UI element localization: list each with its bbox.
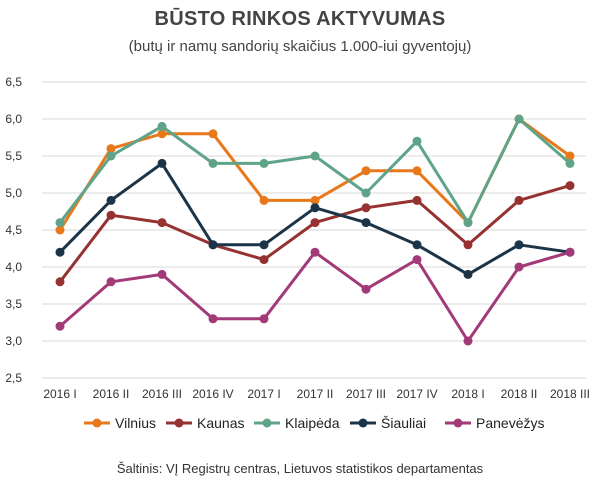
data-point (361, 284, 371, 294)
chart-subtitle: (butų ir namų sandorių skaičius 1.000-iu… (128, 38, 472, 55)
data-point (157, 158, 167, 168)
chart-title: BŪSTO RINKOS AKTYVUMAS (154, 8, 446, 30)
legend-label: Vilnius (115, 415, 156, 431)
data-point (565, 247, 575, 257)
y-tick-label: 5,5 (5, 149, 22, 163)
data-point (157, 218, 167, 228)
x-tick-label: 2017 I (247, 387, 280, 401)
data-point (157, 269, 167, 279)
data-point (259, 240, 269, 250)
data-point (55, 277, 65, 287)
data-point (412, 240, 422, 250)
data-point (106, 144, 116, 154)
data-point (463, 269, 473, 279)
data-point (514, 195, 524, 205)
legend-label: Kaunas (197, 415, 244, 431)
data-point (361, 166, 371, 176)
legend-swatch-marker (262, 418, 272, 428)
y-tick-label: 3,5 (5, 297, 22, 311)
x-tick-label: 2016 III (142, 387, 182, 401)
data-point (259, 314, 269, 324)
x-tick-label: 2017 III (346, 387, 386, 401)
legend-swatch-marker (174, 418, 184, 428)
x-tick-label: 2018 II (501, 387, 538, 401)
data-point (310, 247, 320, 257)
data-point (514, 114, 524, 124)
data-point (106, 210, 116, 220)
data-point (514, 240, 524, 250)
y-tick-label: 2,5 (5, 371, 22, 385)
legend-label: Klaipėda (285, 415, 340, 431)
data-point (157, 129, 167, 139)
y-tick-label: 6,5 (5, 75, 22, 89)
series-line (58, 117, 571, 231)
data-point (463, 336, 473, 346)
legend-label: Šiauliai (381, 415, 426, 431)
data-point (361, 188, 371, 198)
data-point (514, 262, 524, 272)
legend-swatch-marker (358, 418, 368, 428)
data-point (208, 129, 218, 139)
data-point (463, 218, 473, 228)
data-point (565, 158, 575, 168)
data-point (310, 203, 320, 213)
x-tick-label: 2016 IV (192, 387, 233, 401)
data-point (412, 166, 422, 176)
x-tick-label: 2018 I (451, 387, 484, 401)
x-tick-label: 2017 II (297, 387, 334, 401)
legend-label: Panevėžys (476, 415, 544, 431)
data-point (361, 203, 371, 213)
data-point (412, 195, 422, 205)
legend-swatch-marker (92, 418, 102, 428)
data-point (106, 195, 116, 205)
x-tick-label: 2016 I (43, 387, 76, 401)
data-point (259, 255, 269, 265)
data-point (55, 247, 65, 257)
y-tick-label: 6,0 (5, 112, 22, 126)
data-point (259, 158, 269, 168)
data-point (412, 136, 422, 146)
legend-swatch-marker (453, 418, 463, 428)
data-point (412, 255, 422, 265)
data-point (310, 151, 320, 161)
data-point (310, 195, 320, 205)
data-point (565, 181, 575, 191)
data-point (565, 151, 575, 161)
data-point (106, 151, 116, 161)
series-line (59, 250, 571, 343)
data-point (208, 240, 218, 250)
data-point (259, 195, 269, 205)
data-point (310, 218, 320, 228)
y-tick-label: 4,5 (5, 223, 22, 237)
x-tick-label: 2018 III (550, 387, 590, 401)
data-point (55, 321, 65, 331)
data-point (361, 218, 371, 228)
y-tick-label: 5,0 (5, 186, 22, 200)
x-tick-label: 2016 II (93, 387, 130, 401)
x-tick-label: 2017 IV (396, 387, 437, 401)
data-point (208, 314, 218, 324)
data-point (157, 121, 167, 131)
data-point (208, 158, 218, 168)
data-point (55, 225, 65, 235)
data-point (106, 277, 116, 287)
data-point (55, 218, 65, 228)
data-point (463, 240, 473, 250)
chart-source: Šaltinis: VĮ Registrų centras, Lietuvos … (116, 461, 484, 476)
y-tick-label: 3,0 (5, 334, 22, 348)
y-tick-label: 4,0 (5, 260, 22, 274)
